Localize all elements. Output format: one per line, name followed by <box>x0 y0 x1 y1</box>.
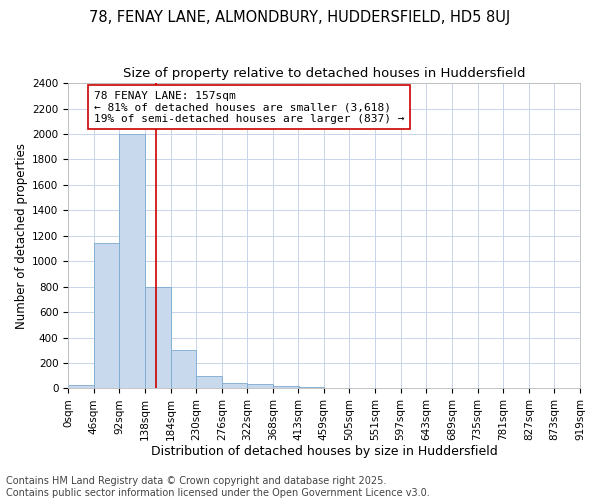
Text: Contains HM Land Registry data © Crown copyright and database right 2025.
Contai: Contains HM Land Registry data © Crown c… <box>6 476 430 498</box>
Bar <box>119 134 145 388</box>
Bar <box>247 384 273 388</box>
Bar <box>298 386 324 388</box>
Bar <box>273 386 299 388</box>
Text: 78 FENAY LANE: 157sqm
← 81% of detached houses are smaller (3,618)
19% of semi-d: 78 FENAY LANE: 157sqm ← 81% of detached … <box>94 90 404 124</box>
Bar <box>94 244 119 388</box>
X-axis label: Distribution of detached houses by size in Huddersfield: Distribution of detached houses by size … <box>151 444 497 458</box>
Bar <box>222 383 247 388</box>
Text: 78, FENAY LANE, ALMONDBURY, HUDDERSFIELD, HD5 8UJ: 78, FENAY LANE, ALMONDBURY, HUDDERSFIELD… <box>89 10 511 25</box>
Title: Size of property relative to detached houses in Huddersfield: Size of property relative to detached ho… <box>123 68 526 80</box>
Bar <box>68 384 94 388</box>
Bar <box>196 376 222 388</box>
Y-axis label: Number of detached properties: Number of detached properties <box>15 143 28 329</box>
Bar <box>145 286 170 388</box>
Bar <box>170 350 196 389</box>
